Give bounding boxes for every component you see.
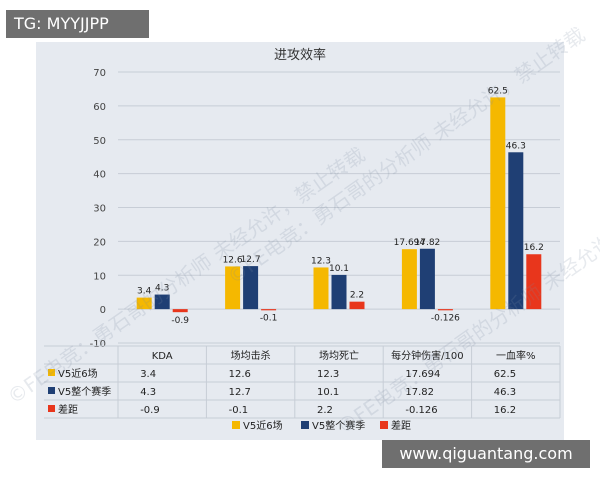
table-cell: -0.126 — [405, 405, 437, 416]
data-label: -0.126 — [431, 314, 460, 324]
bar — [313, 267, 329, 310]
bar — [331, 274, 347, 310]
table-cell: 46.3 — [494, 387, 516, 398]
data-label: 16.2 — [524, 243, 544, 253]
data-label: 3.4 — [137, 287, 152, 297]
category-label: 场均死亡 — [319, 349, 359, 362]
table-cell: 12.6 — [229, 369, 251, 380]
y-tick-label: 70 — [93, 68, 106, 79]
table-cell: 17.82 — [405, 387, 434, 398]
y-tick-label: 60 — [93, 102, 106, 113]
bar — [401, 249, 417, 310]
site-tag: www.qiguantang.com — [382, 440, 590, 468]
bar — [136, 297, 152, 310]
y-tick-label: 30 — [93, 204, 106, 215]
data-label: 2.2 — [350, 291, 364, 301]
data-label: -0.1 — [260, 313, 278, 323]
data-label: 17.694 — [394, 238, 426, 248]
y-tick-label: 40 — [93, 170, 106, 181]
bar — [526, 254, 542, 310]
table-cell: 17.694 — [405, 369, 440, 380]
table-cell: 3.4 — [140, 369, 156, 380]
data-label: -0.9 — [171, 316, 189, 326]
bar — [261, 309, 277, 311]
legend-label: 差距 — [391, 419, 411, 432]
bar — [243, 266, 259, 310]
table-cell: 4.3 — [140, 387, 156, 398]
bar — [172, 309, 188, 313]
legend-label: V5整个赛季 — [312, 419, 365, 432]
bar — [419, 248, 435, 310]
y-tick-label: -10 — [90, 339, 106, 350]
table-series-label: 差距 — [58, 403, 78, 416]
bar — [437, 309, 453, 311]
bar — [490, 97, 506, 310]
data-label: 62.5 — [488, 86, 508, 96]
category-label: KDA — [152, 351, 173, 362]
category-label: 每分钟伤害/100 — [391, 349, 463, 362]
y-tick-label: 20 — [93, 237, 106, 248]
bar — [508, 152, 524, 310]
chart-title: 进攻效率 — [274, 47, 326, 63]
table-cell: 10.1 — [317, 387, 339, 398]
table-cell: 16.2 — [494, 405, 516, 416]
data-label: 12.6 — [223, 255, 243, 265]
bar — [154, 294, 170, 310]
legend-swatch — [301, 421, 309, 429]
legend-key — [48, 387, 55, 394]
category-label: 场均击杀 — [231, 349, 271, 362]
table-series-label: V5整个赛季 — [58, 385, 111, 398]
data-label: 46.3 — [506, 141, 526, 151]
data-label: 4.3 — [155, 284, 169, 294]
table-series-label: V5近6场 — [58, 367, 98, 380]
table-cell: -0.1 — [229, 405, 249, 416]
legend-key — [48, 369, 55, 376]
y-tick-label: 50 — [93, 136, 106, 147]
y-tick-label: 10 — [93, 271, 106, 282]
table-cell: 2.2 — [317, 405, 333, 416]
legend-label: V5近6场 — [243, 419, 283, 432]
data-label: 17.82 — [415, 238, 441, 248]
table-cell: 62.5 — [494, 369, 516, 380]
table-cell: 12.7 — [229, 387, 251, 398]
tg-tag: TG: MYYJJPP — [6, 10, 149, 38]
table-cell: -0.9 — [140, 405, 160, 416]
bar — [225, 266, 241, 310]
y-tick-label: 0 — [100, 305, 106, 316]
bar — [349, 301, 365, 310]
table-cell: 12.3 — [317, 369, 339, 380]
data-label: 12.7 — [241, 255, 261, 265]
legend-swatch — [380, 421, 388, 429]
category-label: 一血率% — [496, 349, 536, 362]
data-label: 10.1 — [329, 264, 349, 274]
legend-key — [48, 405, 55, 412]
data-label: 12.3 — [311, 256, 331, 266]
legend-swatch — [232, 421, 240, 429]
